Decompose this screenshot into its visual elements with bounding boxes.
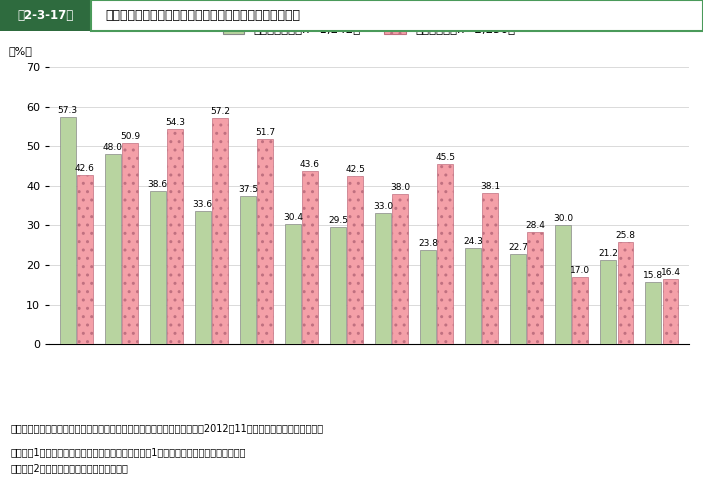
Text: 38.0: 38.0	[390, 183, 411, 192]
Bar	[555, 225, 571, 344]
Bar	[437, 164, 453, 344]
Text: 43.6: 43.6	[300, 161, 320, 170]
Text: 48.0: 48.0	[103, 143, 123, 152]
Bar	[375, 214, 391, 344]
Text: 30.0: 30.0	[553, 214, 574, 223]
Bar	[195, 211, 211, 344]
Bar	[167, 129, 183, 344]
FancyBboxPatch shape	[91, 0, 703, 31]
FancyBboxPatch shape	[0, 0, 91, 31]
Bar	[302, 172, 318, 344]
Text: 21.2: 21.2	[598, 249, 618, 258]
Text: 15.8: 15.8	[643, 271, 664, 280]
Text: 資料：中小企業庁委託「中小企業の事業承継に関するアンケート調査」（2012年11月、（株）野村総合研究所）: 資料：中小企業庁委託「中小企業の事業承継に関するアンケート調査」（2012年11…	[11, 423, 323, 433]
Text: 54.3: 54.3	[165, 118, 185, 127]
Text: 50.9: 50.9	[120, 131, 140, 141]
Text: 第2-3-17図: 第2-3-17図	[18, 9, 74, 22]
Text: 38.1: 38.1	[480, 182, 501, 191]
Bar	[392, 194, 408, 344]
Bar	[645, 282, 662, 344]
Text: 57.2: 57.2	[210, 107, 230, 116]
Bar	[510, 254, 526, 344]
Text: 57.3: 57.3	[58, 106, 78, 115]
Text: 42.6: 42.6	[75, 164, 95, 174]
Text: 29.5: 29.5	[328, 217, 348, 225]
Text: 24.3: 24.3	[463, 237, 483, 246]
Text: 30.4: 30.4	[283, 213, 303, 222]
Bar	[617, 242, 633, 344]
Bar	[330, 228, 346, 344]
Text: 28.4: 28.4	[525, 221, 546, 230]
Text: 37.5: 37.5	[238, 185, 258, 194]
Text: 22.7: 22.7	[508, 243, 528, 252]
Legend: 小規模事業者（n=1,242）, 中規模企業（n=2,256）: 小規模事業者（n=1,242）, 中規模企業（n=2,256）	[223, 23, 515, 36]
Y-axis label: （%）: （%）	[8, 46, 32, 56]
Text: 25.8: 25.8	[615, 231, 636, 240]
Bar	[527, 232, 543, 344]
Bar	[347, 176, 363, 344]
Text: 51.7: 51.7	[255, 129, 275, 137]
Bar	[420, 250, 436, 344]
Text: 16.4: 16.4	[661, 268, 681, 277]
Text: 規模別の後継者を決定する際に重視すること（複数回答）: 規模別の後継者を決定する際に重視すること（複数回答）	[105, 9, 300, 22]
Text: 17.0: 17.0	[570, 266, 591, 275]
Bar	[572, 277, 588, 344]
Bar	[465, 248, 481, 344]
Text: 38.6: 38.6	[148, 180, 168, 189]
Text: 45.5: 45.5	[435, 153, 456, 162]
Bar	[600, 260, 617, 344]
Bar	[257, 140, 273, 344]
Text: 42.5: 42.5	[345, 165, 365, 174]
Bar	[482, 193, 498, 344]
Bar	[285, 224, 301, 344]
Text: 33.0: 33.0	[373, 203, 393, 211]
Bar	[150, 191, 166, 344]
Bar	[663, 279, 678, 344]
Bar	[105, 154, 121, 344]
Text: 23.8: 23.8	[418, 239, 438, 248]
Bar	[212, 118, 228, 344]
Bar	[77, 175, 93, 344]
Text: 33.6: 33.6	[193, 200, 213, 209]
Text: （注）　1．小規模事業者については、常用従業員数1人以上の事業者を集計している。: （注） 1．小規模事業者については、常用従業員数1人以上の事業者を集計している。	[11, 447, 246, 457]
Bar	[122, 142, 138, 344]
Bar	[60, 117, 75, 344]
Text: 2．「その他」は表示していない。: 2．「その他」は表示していない。	[11, 464, 129, 474]
Bar	[240, 196, 256, 344]
